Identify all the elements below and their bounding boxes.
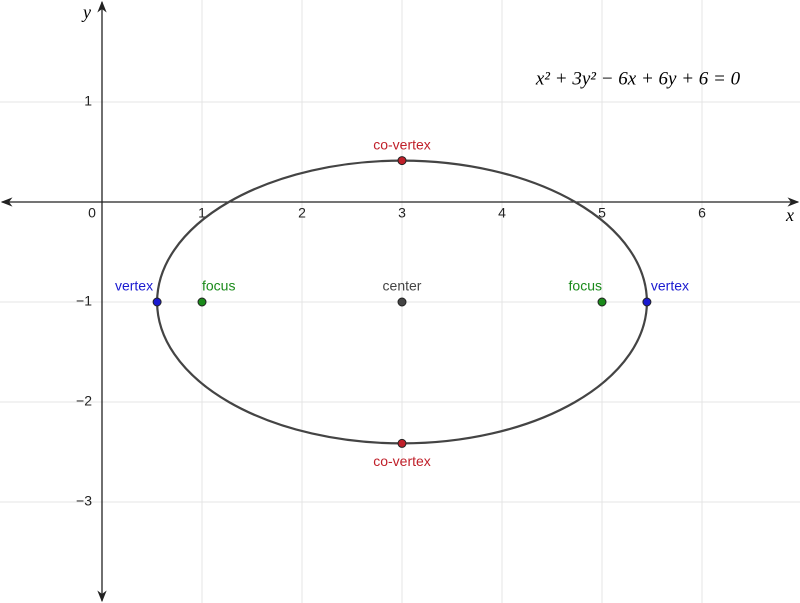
point xyxy=(597,297,607,307)
x-tick-label: 5 xyxy=(598,205,606,221)
x-tick-label: 6 xyxy=(698,205,706,221)
y-tick-label: −3 xyxy=(76,493,92,509)
x-tick-label: 2 xyxy=(298,205,306,221)
y-tick-label: −1 xyxy=(76,293,92,309)
point xyxy=(642,297,652,307)
x-tick-label: 0 xyxy=(88,205,96,221)
y-axis-label: y xyxy=(81,2,91,22)
point xyxy=(397,156,407,166)
point-label: focus xyxy=(569,278,602,294)
x-tick-label: 1 xyxy=(198,205,206,221)
point-label: vertex xyxy=(115,278,153,294)
point-label: co-vertex xyxy=(373,453,431,469)
y-tick-label: −2 xyxy=(76,393,92,409)
point xyxy=(397,297,407,307)
x-axis-label: x xyxy=(785,205,794,225)
point xyxy=(152,297,162,307)
point-label: focus xyxy=(202,278,235,294)
equation: x² + 3y² − 6x + 6y + 6 = 0 xyxy=(535,68,741,89)
point-label: vertex xyxy=(651,278,689,294)
point-label: center xyxy=(383,278,422,294)
x-tick-label: 4 xyxy=(498,205,506,221)
y-tick-label: 1 xyxy=(84,93,92,109)
point xyxy=(397,438,407,448)
point xyxy=(197,297,207,307)
x-tick-label: 3 xyxy=(398,205,406,221)
point-label: co-vertex xyxy=(373,136,431,152)
